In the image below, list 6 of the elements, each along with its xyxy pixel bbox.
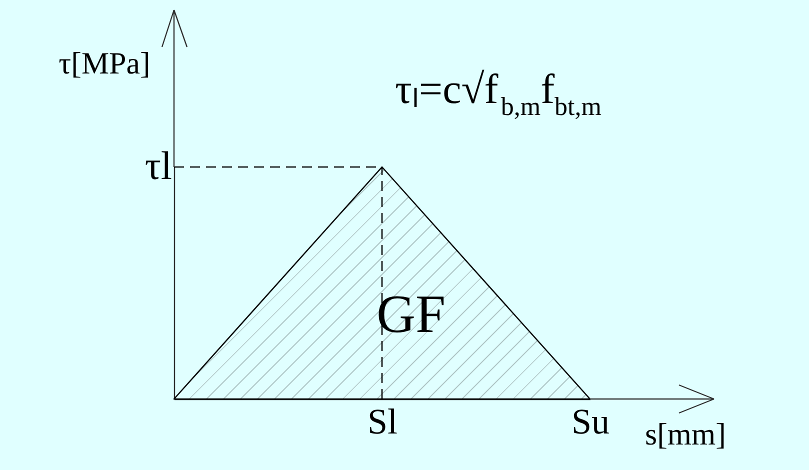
y-axis-title: τ[MPa] bbox=[58, 46, 150, 80]
annotation: GF bbox=[376, 284, 446, 344]
ref-line-label: τl bbox=[144, 143, 172, 188]
x-tick-label: Su bbox=[571, 402, 610, 442]
x-axis-title: s[mm] bbox=[645, 416, 726, 452]
x-tick-label: Sl bbox=[367, 402, 398, 442]
